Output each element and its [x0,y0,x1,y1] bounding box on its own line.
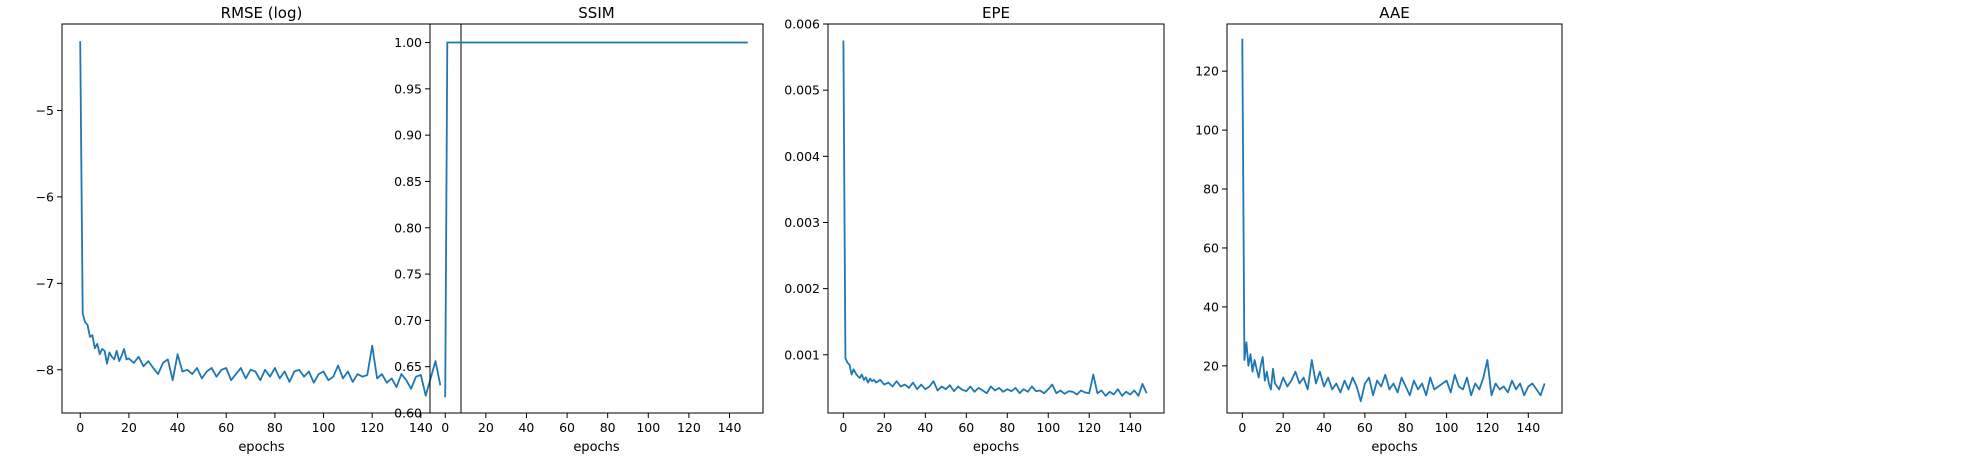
x-tick-label: 100 [1435,420,1459,435]
x-axis-label: epochs [973,440,1020,455]
x-tick-label: 0 [1238,420,1246,435]
y-tick-label: 0.65 [394,359,422,374]
y-tick-label: 80 [1203,182,1219,197]
y-tick-label: 0.70 [394,313,422,328]
y-tick-label: 0.004 [784,149,820,164]
chart-title: RMSE (log) [221,4,303,22]
y-tick-label: 0.006 [784,17,820,32]
chart-panel-3: EPE 0 20 40 60 80 100 120 140 0.001 0.002 0.003 0.00… [784,4,1165,455]
series-line-3-1 [842,40,1148,397]
axes-frame [1226,23,1563,414]
y-tick-label: 20 [1203,358,1219,373]
y-tick-label: −7 [36,276,54,291]
x-tick-label: 0 [76,420,84,435]
y-tick-label: 40 [1203,299,1219,314]
x-axis-label: epochs [1371,440,1418,455]
y-tick-label: 1.00 [394,35,422,50]
x-tick-label: 60 [1357,420,1373,435]
y-tick-label: −8 [36,362,54,377]
series-line-1-1 [79,41,442,397]
x-tick-label: 60 [218,420,234,435]
chart-title: AAE [1379,4,1409,22]
x-tick-label: 80 [600,420,616,435]
x-axis-label: epochs [238,440,285,455]
chart-title: EPE [982,4,1010,22]
x-tick-label: 100 [312,420,336,435]
x-tick-label: 0 [839,420,847,435]
x-tick-label: 60 [958,420,974,435]
y-tick-label: 0.75 [394,267,422,282]
y-tick-label: −5 [36,103,54,118]
x-tick-label: 120 [677,420,701,435]
x-tick-label: 140 [409,420,433,435]
x-tick-label: 120 [360,420,384,435]
y-tick-label: 0.003 [784,215,820,230]
x-tick-label: 20 [478,420,494,435]
y-tick-label: 120 [1195,64,1219,79]
x-tick-label: 40 [917,420,933,435]
series-line-2-1 [444,41,748,398]
chart-panel-4: AAE 0 20 40 60 80 100 120 140 20 40 60 80 100 120 epoch… [1195,4,1563,455]
x-tick-label: 140 [1118,420,1142,435]
x-tick-label: 20 [121,420,137,435]
y-tick-label: 0.005 [784,83,820,98]
x-tick-label: 80 [267,420,283,435]
x-tick-label: 140 [718,420,742,435]
axes-frame [827,23,1165,414]
x-tick-label: 80 [1398,420,1414,435]
y-tick-label: 0.001 [784,347,820,362]
y-tick-label: 0.80 [394,220,422,235]
x-tick-label: 40 [170,420,186,435]
y-tick-label: 0.95 [394,81,422,96]
y-tick-label: 0.90 [394,128,422,143]
axes-frame [429,23,764,414]
x-tick-label: 120 [1077,420,1101,435]
y-tick-label: 60 [1203,240,1219,255]
x-tick-label: 60 [559,420,575,435]
x-tick-label: 0 [441,420,449,435]
y-tick-label: −6 [36,189,54,204]
series-line-4-1 [1241,38,1546,403]
x-tick-label: 40 [1316,420,1332,435]
x-tick-label: 100 [636,420,660,435]
y-tick-label: 0.85 [394,174,422,189]
x-tick-label: 120 [1476,420,1500,435]
x-tick-label: 20 [1275,420,1291,435]
x-tick-label: 80 [999,420,1015,435]
y-tick-label: 0.60 [394,406,422,421]
x-tick-label: 20 [876,420,892,435]
chart-panel-1: RMSE (log) 0 20 40 60 80 100 120 140 −8 −7 −6 −5 epoc… [36,4,462,455]
y-tick-label: 100 [1195,123,1219,138]
x-tick-label: 40 [518,420,534,435]
x-tick-label: 140 [1516,420,1540,435]
axes-frame [61,23,462,414]
chart-title: SSIM [578,4,614,22]
x-axis-label: epochs [573,440,620,455]
x-tick-label: 100 [1036,420,1060,435]
y-tick-label: 0.002 [784,281,820,296]
